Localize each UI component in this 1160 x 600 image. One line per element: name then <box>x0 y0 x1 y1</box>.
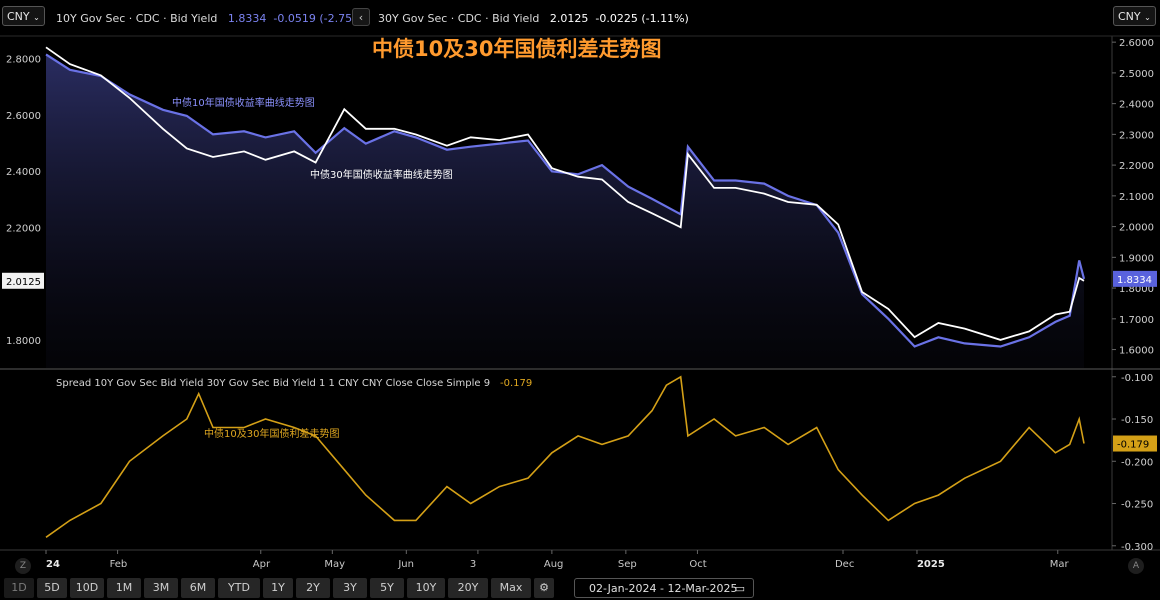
x-tick-label: Aug <box>544 559 564 570</box>
range-button-5y[interactable]: 5Y <box>370 578 404 598</box>
x-tick-label: Apr <box>253 559 271 570</box>
legend-10y-value: 1.8334 <box>227 12 267 25</box>
left-tick-label: 2.8000 <box>6 55 41 66</box>
range-button-max[interactable]: Max <box>491 578 531 598</box>
series-10y-area <box>46 54 1084 369</box>
right-tick-label: 1.8000 <box>1119 284 1154 295</box>
left-tick-label: 2.6000 <box>6 111 41 122</box>
last-value-10y: 1.8334 <box>1117 275 1152 286</box>
range-button-20y[interactable]: 20Y <box>448 578 488 598</box>
series-spread-label: 中债10及30年国债利差走势图 <box>204 427 339 440</box>
chart-title: 中债10及30年国债利差走势图 <box>372 37 661 61</box>
range-button-3m[interactable]: 3M <box>144 578 178 598</box>
currency-label-left: CNY <box>7 10 30 23</box>
currency-selector-left[interactable]: CNY ⌄ <box>2 6 45 26</box>
right-tick-label: 2.6000 <box>1119 38 1154 49</box>
range-button-1y[interactable]: 1Y <box>263 578 293 598</box>
range-bar: 02-Jan-2024 - 12-Mar-2025 ▭ 1D 5D 10D 1M 3M 6… <box>0 576 1160 600</box>
chart-svg: 2.6000 2.5000 2.4000 2.3000 2.2000 2.1000 2.00… <box>0 35 1160 570</box>
legend-30y-value: 2.0125 <box>549 12 589 25</box>
legend-30y[interactable]: 30Y Gov Sec · CDC · Bid Yield 2.0125 -0.… <box>378 12 689 25</box>
right-tick-label: 1.6000 <box>1119 346 1154 357</box>
right-tick-label: 1.7000 <box>1119 315 1154 326</box>
x-tick-label: 3 <box>470 559 476 570</box>
series-spread-line <box>45 375 1085 538</box>
chart-header: CNY ⌄ 10Y Gov Sec · CDC · Bid Yield 1.83… <box>0 0 1160 36</box>
x-tick-label: Mar <box>1050 559 1070 570</box>
range-button-3y[interactable]: 3Y <box>333 578 367 598</box>
legend-30y-change: -0.0225 (-1.11%) <box>595 12 689 25</box>
last-value-30y: 2.0125 <box>6 277 41 288</box>
spread-tick-label: -0.150 <box>1121 415 1153 426</box>
range-button-2y[interactable]: 2Y <box>296 578 330 598</box>
right-tick-label: 2.1000 <box>1119 192 1154 203</box>
chevron-down-icon: ⌄ <box>1144 13 1151 22</box>
legend-10y-change: -0.0519 (-2.75%) <box>273 12 367 25</box>
range-button-5d[interactable]: 5D <box>37 578 67 598</box>
x-tick-label: Oct <box>689 559 706 570</box>
right-tick-label: 2.2000 <box>1119 161 1154 172</box>
zoom-label: Z <box>19 561 27 571</box>
date-range-text: 02-Jan-2024 - 12-Mar-2025 <box>589 582 738 595</box>
range-button-6m[interactable]: 6M <box>181 578 215 598</box>
x-tick-label: Sep <box>618 559 637 570</box>
chevron-left-icon[interactable]: ‹ <box>352 8 370 26</box>
spread-tick-label: -0.200 <box>1121 457 1153 468</box>
x-tick-label: Jun <box>397 559 414 570</box>
right-tick-label: 2.4000 <box>1119 100 1154 111</box>
chevron-down-icon: ⌄ <box>33 13 40 22</box>
x-tick-label: 24 <box>46 559 60 570</box>
x-tick-label: 2025 <box>917 559 945 570</box>
spread-tick-label: -0.250 <box>1121 500 1153 511</box>
x-tick-label: Feb <box>110 559 128 570</box>
legend-10y-name: 10Y Gov Sec · CDC · Bid Yield <box>56 12 218 25</box>
currency-label-right: CNY <box>1118 10 1141 23</box>
spread-tick-label: -0.100 <box>1121 373 1153 384</box>
series-10y-line <box>45 53 1086 348</box>
x-tick-label: Dec <box>835 559 854 570</box>
range-button-1m[interactable]: 1M <box>107 578 141 598</box>
legend-10y[interactable]: 10Y Gov Sec · CDC · Bid Yield 1.8334 -0.… <box>56 12 367 25</box>
legend-30y-name: 30Y Gov Sec · CDC · Bid Yield <box>378 12 540 25</box>
last-value-spread: -0.179 <box>1117 440 1149 451</box>
date-range-picker[interactable]: 02-Jan-2024 - 12-Mar-2025 ▭ <box>574 578 754 598</box>
left-tick-label: 2.4000 <box>6 167 41 178</box>
calendar-icon: ▭ <box>734 582 745 595</box>
gear-icon[interactable]: ⚙ <box>534 578 554 598</box>
last-value-spread-bg <box>1113 435 1157 452</box>
range-button-ytd[interactable]: YTD <box>218 578 260 598</box>
spread-legend-value: -0.179 <box>500 378 532 389</box>
left-tick-label: 1.8000 <box>6 336 41 347</box>
series-10y-label: 中债10年国债收益率曲线走势图 <box>172 96 315 109</box>
range-button-1d[interactable]: 1D <box>4 578 34 598</box>
left-tick-label: 2.2000 <box>6 223 41 234</box>
x-tick-label: May <box>324 559 345 570</box>
spread-legend-name: Spread 10Y Gov Sec Bid Yield 30Y Gov Sec… <box>56 378 490 389</box>
spread-tick-label: -0.300 <box>1121 542 1153 553</box>
auto-label: A <box>1132 561 1140 571</box>
series-30y-line <box>45 46 1085 341</box>
right-tick-label: 2.0000 <box>1119 223 1154 234</box>
range-button-10y[interactable]: 10Y <box>407 578 445 598</box>
right-tick-label: 2.5000 <box>1119 69 1154 80</box>
right-tick-label: 1.9000 <box>1119 253 1154 264</box>
currency-selector-right[interactable]: CNY ⌄ <box>1113 6 1156 26</box>
series-30y-label: 中债30年国债收益率曲线走势图 <box>310 168 453 181</box>
last-value-10y-bg <box>1113 270 1157 287</box>
auto-scale-button[interactable]: A <box>1128 558 1144 574</box>
range-button-10d[interactable]: 10D <box>70 578 104 598</box>
right-tick-label: 2.3000 <box>1119 130 1154 141</box>
zoom-toggle-button[interactable]: Z <box>15 558 31 574</box>
last-value-30y-bg <box>2 272 44 289</box>
